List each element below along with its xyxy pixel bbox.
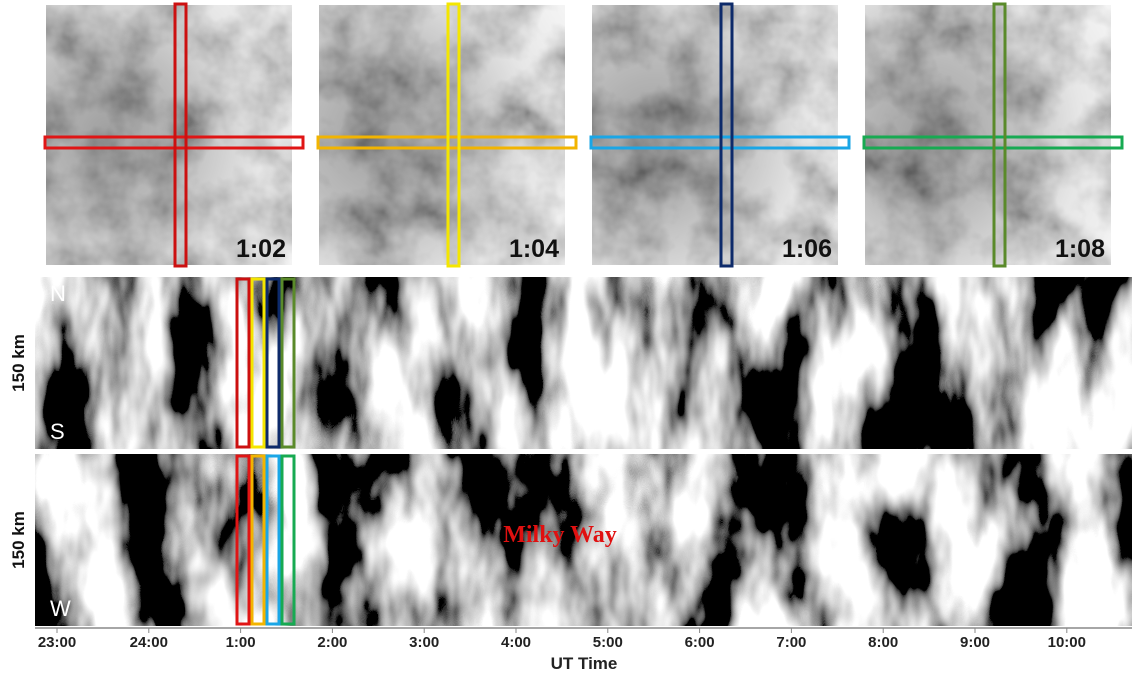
sky-texture xyxy=(319,5,565,265)
x-tick-label: 5:00 xyxy=(593,634,623,651)
direction-bottom: W xyxy=(50,596,71,621)
direction-bottom: S xyxy=(50,419,65,444)
direction-top: E xyxy=(50,458,65,483)
x-tick-label: 3:00 xyxy=(409,634,439,651)
x-tick-label: 7:00 xyxy=(776,634,806,651)
x-tick-label: 24:00 xyxy=(130,634,168,651)
keograms: N S 150 km E W 150 km xyxy=(9,277,1132,626)
sky-texture xyxy=(46,5,292,265)
slice-window xyxy=(235,277,251,449)
slice-window xyxy=(250,454,266,626)
direction-top: N xyxy=(50,281,66,306)
slice-window xyxy=(280,277,296,449)
keogram-texture xyxy=(35,277,1132,449)
ns-slice xyxy=(446,2,461,268)
x-tick-label: 8:00 xyxy=(868,634,898,651)
keogram-texture xyxy=(35,454,1132,626)
time-stamp: 1:06 xyxy=(782,235,832,263)
sky-texture xyxy=(592,5,838,265)
ns-slice xyxy=(173,2,188,268)
slice-window xyxy=(265,277,281,449)
slice-window xyxy=(250,277,266,449)
annotation: Milky Way xyxy=(503,522,617,548)
distance-label: 150 km xyxy=(9,511,28,569)
sky-texture xyxy=(865,5,1111,265)
x-axis-label: UT Time xyxy=(551,654,618,673)
x-tick-label: 6:00 xyxy=(685,634,715,651)
x-tick-label: 4:00 xyxy=(501,634,531,651)
ns-slice xyxy=(719,2,734,268)
slice-window xyxy=(235,454,251,626)
x-tick-label: 2:00 xyxy=(317,634,347,651)
x-tick-label: 10:00 xyxy=(1048,634,1086,651)
time-stamp: 1:04 xyxy=(509,235,559,263)
time-stamp: 1:02 xyxy=(236,235,286,263)
x-tick-label: 1:00 xyxy=(226,634,256,651)
x-tick-label: 23:00 xyxy=(38,634,76,651)
slice-window xyxy=(280,454,296,626)
slice-window xyxy=(265,454,281,626)
distance-label: 150 km xyxy=(9,334,28,392)
x-tick-label: 9:00 xyxy=(960,634,990,651)
time-stamp: 1:08 xyxy=(1055,235,1105,263)
ns-slice xyxy=(992,2,1007,268)
panels: 1:02 1:04 1:06 1:08 xyxy=(43,2,1124,268)
